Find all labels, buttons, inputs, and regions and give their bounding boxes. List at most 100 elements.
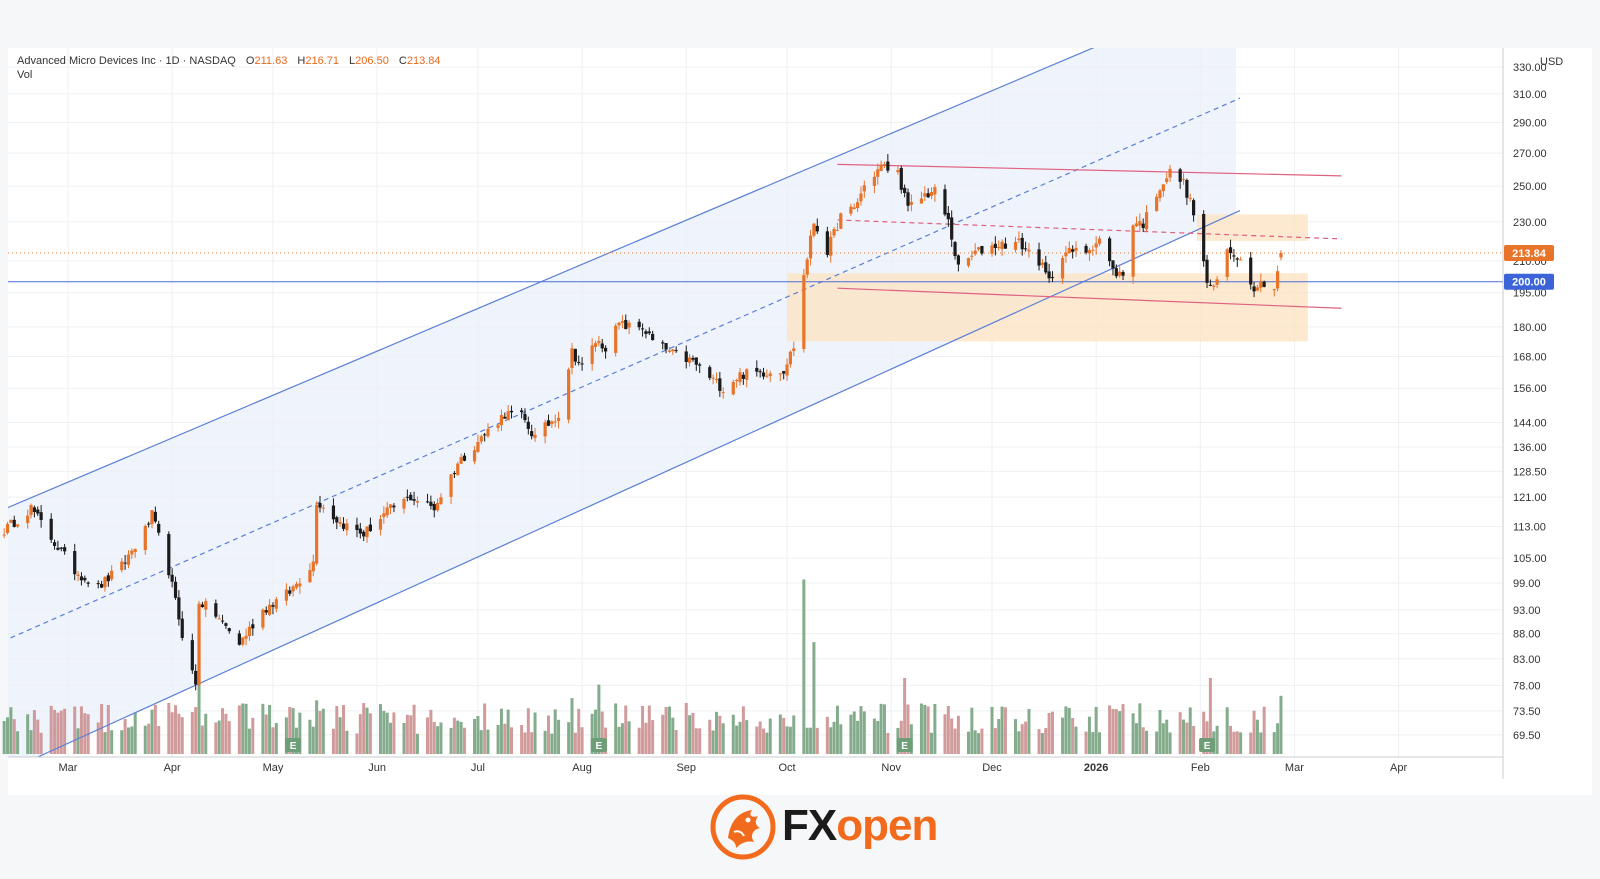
candle-body	[604, 347, 608, 352]
volume-bar	[456, 720, 460, 754]
volume-bar	[933, 704, 937, 754]
volume-bar	[859, 706, 863, 754]
volume-bar	[765, 732, 769, 754]
earnings-marker	[1199, 738, 1216, 752]
candle-body	[298, 583, 302, 587]
volume-bar	[261, 703, 265, 754]
candle-body	[1087, 250, 1092, 254]
y-tick-label: 69.50	[1513, 730, 1541, 742]
candle-body	[1131, 225, 1135, 277]
volume-bar	[415, 733, 419, 754]
volume-bar	[288, 707, 292, 754]
volume-bar	[876, 721, 880, 754]
candle-body	[459, 457, 463, 464]
y-tick-label: 105.00	[1513, 553, 1547, 565]
candle-body	[688, 357, 692, 363]
volume-bar	[12, 719, 16, 754]
x-tick-label: Jul	[471, 762, 485, 774]
candle-body	[597, 340, 601, 344]
volume-bar	[1024, 721, 1028, 754]
candle-body	[1020, 237, 1024, 250]
candle-body	[950, 217, 954, 240]
volume-bar	[1050, 711, 1054, 754]
candle-body	[876, 169, 880, 177]
candle-body	[1158, 190, 1162, 198]
level-price-tag: 200.00	[1512, 277, 1546, 289]
volume-bar	[9, 707, 13, 754]
volume-bar	[943, 714, 947, 754]
volume-bar	[664, 707, 668, 754]
y-tick-label: 290.00	[1513, 117, 1547, 129]
volume-bar	[698, 728, 702, 754]
candle-body	[436, 502, 440, 511]
candle-body	[768, 373, 772, 376]
candle-body	[640, 328, 645, 330]
candle-body	[620, 321, 624, 323]
volume-bar	[247, 728, 251, 754]
volume-bar	[526, 708, 530, 754]
candle-body	[647, 331, 651, 334]
volume-bar	[1118, 711, 1122, 754]
last-price-tag-bg	[1504, 245, 1554, 262]
candle-body	[839, 213, 843, 229]
candle-body	[5, 523, 10, 534]
candle-body	[388, 504, 393, 508]
volume-bar	[906, 704, 910, 754]
candle-body	[26, 515, 30, 524]
candle-body	[933, 187, 937, 195]
candle-body	[1097, 238, 1102, 244]
candle-body	[264, 610, 268, 613]
volume-bar	[251, 717, 255, 754]
candle-body	[1178, 169, 1182, 182]
earnings-marker	[590, 738, 607, 752]
volume-bar	[718, 715, 722, 754]
candle-body	[1255, 287, 1260, 291]
candle-body	[1064, 252, 1068, 257]
volume-bar	[1020, 724, 1024, 754]
volume-bar	[671, 717, 675, 754]
candle-body	[432, 503, 436, 511]
candle-body	[268, 604, 272, 615]
candle-body	[976, 247, 981, 250]
volume-bar	[318, 710, 322, 754]
candle-body	[506, 411, 510, 421]
candle-body	[439, 497, 443, 505]
candle-body	[573, 348, 577, 362]
candle-body	[923, 193, 927, 197]
candle-body	[499, 415, 504, 426]
candle-body	[829, 236, 833, 256]
candle-body	[318, 502, 322, 508]
volume-bar	[788, 726, 792, 754]
volume-bar	[919, 703, 923, 754]
volume-bar	[123, 718, 127, 754]
candle-body	[946, 212, 950, 220]
volume-bar	[1178, 712, 1182, 754]
candle-body	[708, 367, 712, 378]
candle-body	[271, 605, 275, 607]
volume-bar	[839, 724, 843, 754]
earnings-marker-label: E	[596, 741, 603, 752]
x-tick-label: Apr	[164, 762, 181, 774]
candle-body	[664, 343, 668, 350]
candle-body	[533, 434, 537, 438]
logo-wordmark-fx: FX	[782, 801, 837, 850]
candle-body	[886, 161, 890, 171]
candle-body	[543, 422, 547, 437]
volume-bar	[802, 579, 806, 754]
candle-body	[956, 255, 960, 265]
candle-body	[244, 635, 248, 639]
volume-bar	[1141, 727, 1145, 754]
volume-bar	[298, 712, 302, 754]
candle-body	[180, 618, 184, 638]
volume-bar	[594, 709, 598, 754]
volume-bar	[1279, 695, 1283, 754]
candle-body	[882, 164, 887, 166]
volume-bar	[264, 714, 268, 754]
volume-bar	[647, 705, 651, 754]
volume-bar	[6, 717, 10, 754]
volume-bar	[980, 728, 984, 754]
volume-bar	[1111, 708, 1115, 754]
candle-body	[147, 523, 151, 525]
volume-bar	[966, 731, 970, 754]
